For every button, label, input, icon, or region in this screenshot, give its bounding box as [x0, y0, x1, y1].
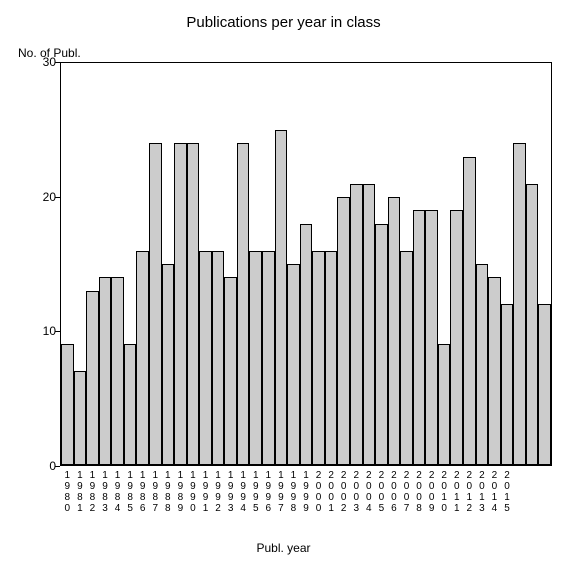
- x-tick-label: 1 9 8 3: [100, 470, 110, 514]
- bar: [136, 251, 149, 465]
- bar: [350, 184, 363, 465]
- bar: [275, 130, 288, 465]
- plot-area: [60, 62, 552, 466]
- y-tick-mark: [55, 331, 60, 332]
- bar: [187, 143, 200, 465]
- bar: [388, 197, 401, 465]
- bar: [425, 210, 438, 465]
- x-tick-label: 1 9 9 4: [238, 470, 248, 514]
- bar: [463, 157, 476, 465]
- bar: [501, 304, 514, 465]
- bar: [199, 251, 212, 465]
- x-tick-label: 1 9 8 2: [87, 470, 97, 514]
- bar: [363, 184, 376, 465]
- bar: [450, 210, 463, 465]
- bar: [400, 251, 413, 465]
- x-tick-label: 1 9 9 0: [188, 470, 198, 514]
- bar: [312, 251, 325, 465]
- x-tick-label: 2 0 1 0: [439, 470, 449, 514]
- bar: [513, 143, 526, 465]
- bar: [300, 224, 313, 465]
- x-tick-label: 2 0 1 2: [464, 470, 474, 514]
- bar: [74, 371, 87, 465]
- x-tick-label: 2 0 0 0: [314, 470, 324, 514]
- x-tick-label: 1 9 8 4: [113, 470, 123, 514]
- x-tick-label: 1 9 8 6: [138, 470, 148, 514]
- x-tick-label: 2 0 0 9: [427, 470, 437, 514]
- x-tick-label: 1 9 8 0: [62, 470, 72, 514]
- bar: [237, 143, 250, 465]
- x-tick-label: 2 0 0 3: [351, 470, 361, 514]
- x-tick-label: 2 0 0 1: [326, 470, 336, 514]
- bar: [174, 143, 187, 465]
- bar: [212, 251, 225, 465]
- y-tick-label: 0: [30, 459, 56, 473]
- bar: [99, 277, 112, 465]
- bar: [124, 344, 137, 465]
- chart-container: Publications per year in class No. of Pu…: [0, 0, 567, 567]
- bar: [249, 251, 262, 465]
- x-tick-label: 2 0 0 5: [376, 470, 386, 514]
- x-axis-label: Publ. year: [0, 541, 567, 555]
- x-tick-label: 1 9 9 6: [263, 470, 273, 514]
- bar: [111, 277, 124, 465]
- bar: [337, 197, 350, 465]
- bar: [61, 344, 74, 465]
- y-tick-label: 30: [30, 55, 56, 69]
- x-tick-label: 1 9 8 8: [163, 470, 173, 514]
- x-tick-label: 1 9 9 2: [213, 470, 223, 514]
- x-tick-label: 1 9 9 5: [251, 470, 261, 514]
- x-tick-label: 2 0 0 4: [364, 470, 374, 514]
- bar: [375, 224, 388, 465]
- x-tick-label: 1 9 8 5: [125, 470, 135, 514]
- x-tick-label: 2 0 0 7: [402, 470, 412, 514]
- x-tick-label: 2 0 1 4: [489, 470, 499, 514]
- y-tick-mark: [55, 466, 60, 467]
- y-tick-mark: [55, 197, 60, 198]
- bar: [149, 143, 162, 465]
- bar: [413, 210, 426, 465]
- bar: [86, 291, 99, 465]
- x-tick-label: 1 9 9 8: [288, 470, 298, 514]
- x-tick-label: 2 0 1 1: [452, 470, 462, 514]
- bar: [162, 264, 175, 465]
- x-tick-label: 1 9 9 1: [200, 470, 210, 514]
- x-tick-label: 1 9 9 7: [276, 470, 286, 514]
- bar: [287, 264, 300, 465]
- x-tick-label: 1 9 8 7: [150, 470, 160, 514]
- x-tick-label: 1 9 8 9: [175, 470, 185, 514]
- y-tick-label: 20: [30, 190, 56, 204]
- x-tick-label: 2 0 0 8: [414, 470, 424, 514]
- bar: [488, 277, 501, 465]
- x-tick-label: 1 9 9 9: [301, 470, 311, 514]
- bar: [325, 251, 338, 465]
- bar: [538, 304, 551, 465]
- chart-title: Publications per year in class: [0, 14, 567, 31]
- y-tick-mark: [55, 62, 60, 63]
- x-tick-label: 1 9 8 1: [75, 470, 85, 514]
- bar: [526, 184, 539, 465]
- bar: [262, 251, 275, 465]
- x-tick-label: 2 0 0 6: [389, 470, 399, 514]
- x-tick-label: 2 0 1 3: [477, 470, 487, 514]
- y-tick-label: 10: [30, 324, 56, 338]
- bar: [476, 264, 489, 465]
- x-tick-label: 1 9 9 3: [226, 470, 236, 514]
- bar: [438, 344, 451, 465]
- x-tick-label: 2 0 0 2: [339, 470, 349, 514]
- x-tick-label: 2 0 1 5: [502, 470, 512, 514]
- bar: [224, 277, 237, 465]
